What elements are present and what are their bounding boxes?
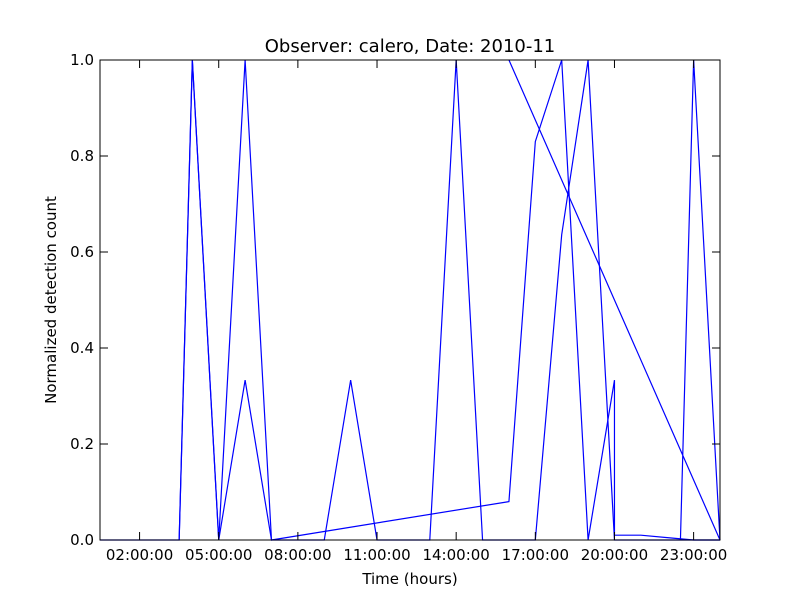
x-axis-label: Time (hours)	[361, 570, 457, 588]
chart-title: Observer: calero, Date: 2010-11	[265, 36, 556, 57]
y-tick-label: 0.0	[70, 531, 94, 549]
plot-frame	[99, 59, 721, 541]
y-tick-label: 0.8	[70, 147, 94, 165]
tick-layer: 02:00:00 05:00:00 08:00:00 11:00:00 14:00:00…	[70, 51, 727, 564]
x-tick-label: 17:00:00	[502, 546, 569, 564]
x-tick-label: 14:00:00	[422, 546, 489, 564]
series-line-3	[508, 59, 721, 541]
y-tick-label: 0.6	[70, 243, 94, 261]
x-tick-label: 02:00:00	[106, 546, 173, 564]
y-tick-label: 1.0	[70, 51, 94, 69]
x-tick-label: 08:00:00	[264, 546, 331, 564]
y-axis-label: Normalized detection count	[42, 196, 60, 404]
x-tick-label: 20:00:00	[581, 546, 648, 564]
x-tick-label: 23:00:00	[660, 546, 727, 564]
y-tick-label: 0.4	[70, 339, 94, 357]
x-tick-label: 11:00:00	[343, 546, 410, 564]
y-tick-label: 0.2	[70, 435, 94, 453]
x-tick-label: 05:00:00	[185, 546, 252, 564]
